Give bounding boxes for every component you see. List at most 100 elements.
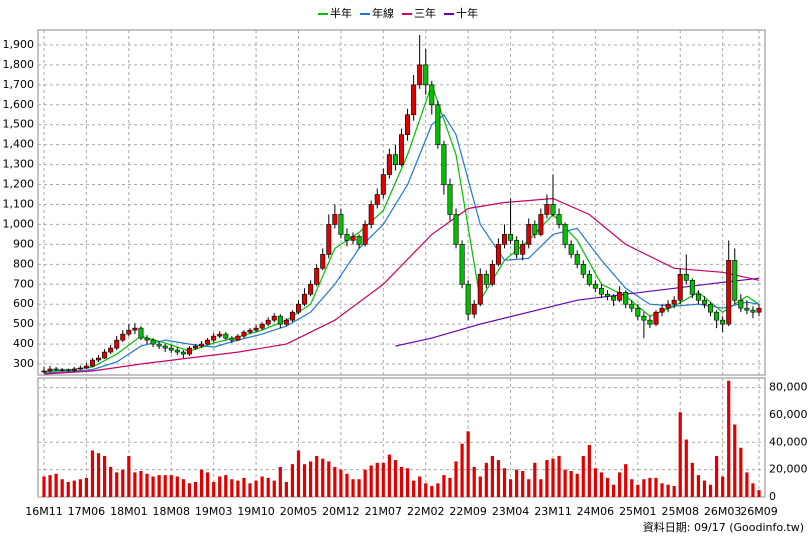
volume-bar xyxy=(745,472,749,497)
volume-bar xyxy=(375,462,379,497)
footer: 資料日期: 09/17 (Goodinfo.tw) xyxy=(643,520,804,534)
candle-body xyxy=(217,333,223,337)
candle-body xyxy=(441,144,447,185)
x-tick-label: 19M03 xyxy=(195,505,233,518)
candle-body xyxy=(138,327,144,339)
candle-body xyxy=(156,343,162,347)
volume-bar xyxy=(72,480,76,497)
candle-body xyxy=(623,291,629,305)
candle-body xyxy=(489,264,495,285)
volume-bar xyxy=(302,464,307,497)
volume-bar xyxy=(557,455,561,497)
volume-bar xyxy=(278,466,282,497)
volume-bar xyxy=(496,460,501,497)
volume-bar xyxy=(539,479,543,497)
y2-tick-label: 40,000 xyxy=(769,435,808,448)
volume-bar xyxy=(599,472,604,497)
candle-body xyxy=(617,291,623,301)
volume-bar xyxy=(624,464,628,497)
volume-bar xyxy=(218,476,222,497)
volume-bar xyxy=(157,475,161,497)
y-tick-label: 1,300 xyxy=(3,158,35,171)
candle-body xyxy=(192,345,198,349)
candle-body xyxy=(720,319,726,325)
volume-bar xyxy=(727,380,731,497)
candle-body xyxy=(659,307,665,313)
volume-bar xyxy=(351,479,355,497)
candle-body xyxy=(102,351,108,359)
volume-bar xyxy=(339,469,343,497)
ma-line xyxy=(43,82,760,373)
volume-bar xyxy=(454,461,458,497)
candle-body xyxy=(362,224,368,245)
volume-bar xyxy=(605,477,610,497)
volume-bar xyxy=(272,480,276,497)
candle-body xyxy=(247,329,253,333)
y2-tick-label: 80,000 xyxy=(769,381,808,394)
volume-bar xyxy=(290,464,295,497)
candle-body xyxy=(277,315,283,325)
candle-body xyxy=(508,234,514,241)
candle-body xyxy=(344,234,350,241)
candle-body xyxy=(465,283,471,315)
legend-label: 年線 xyxy=(372,6,394,20)
candle-body xyxy=(520,244,526,255)
candle-body xyxy=(326,224,332,255)
candle-body xyxy=(750,309,756,313)
volume-bar xyxy=(121,469,125,497)
volume-bar xyxy=(387,454,391,497)
candle-body xyxy=(271,315,277,321)
volume-bar xyxy=(169,475,173,497)
volume-bar xyxy=(187,483,192,497)
x-tick-label: 22M02 xyxy=(407,505,445,518)
candle-body xyxy=(308,283,314,295)
x-tick-label: 22M09 xyxy=(449,505,487,518)
x-tick-label: 21M07 xyxy=(365,505,403,518)
volume-bar xyxy=(405,468,410,497)
volume-bar xyxy=(460,443,464,497)
candle-body xyxy=(483,273,489,285)
volume-bar xyxy=(127,455,131,497)
candle-body xyxy=(550,204,556,215)
volume-bar xyxy=(508,479,513,497)
volume-bar xyxy=(199,469,204,497)
x-tick-label: 26M03 xyxy=(704,505,742,518)
candle-body xyxy=(65,369,71,371)
volume-bar xyxy=(309,461,313,497)
volume-bar xyxy=(90,450,95,497)
candle-body xyxy=(471,303,477,315)
volume-bar xyxy=(466,431,470,497)
y-tick-label: 700 xyxy=(13,277,34,290)
x-tick-label: 24M06 xyxy=(577,505,615,518)
candle-body xyxy=(174,349,180,353)
volume-bar xyxy=(551,458,555,497)
volume-bar xyxy=(54,473,58,497)
volume-bar xyxy=(321,458,325,497)
candle-body xyxy=(665,303,671,309)
candle-body xyxy=(544,204,550,215)
volume-bar xyxy=(733,424,737,497)
candle-body xyxy=(120,333,126,341)
volume-bar xyxy=(521,471,525,497)
volume-bar xyxy=(660,483,664,497)
candle-body xyxy=(71,368,77,371)
candle-body xyxy=(41,370,47,373)
candle-body xyxy=(598,287,604,295)
candle-body xyxy=(562,224,568,245)
volume-bar xyxy=(48,475,52,497)
candle-body xyxy=(96,357,102,361)
volume-bar xyxy=(224,475,228,497)
candle-body xyxy=(701,299,707,305)
legend-label: 十年 xyxy=(456,6,478,20)
volume-bar xyxy=(678,412,682,497)
volume-bar xyxy=(327,461,331,497)
volume-bar xyxy=(448,477,452,497)
candle-body xyxy=(144,337,150,341)
volume-bar xyxy=(545,460,549,497)
candle-body xyxy=(514,240,520,255)
candle-body xyxy=(162,345,168,349)
volume-bar xyxy=(714,455,719,497)
candle-body xyxy=(289,311,295,321)
candle-body xyxy=(641,315,647,321)
candle-body xyxy=(314,268,320,285)
